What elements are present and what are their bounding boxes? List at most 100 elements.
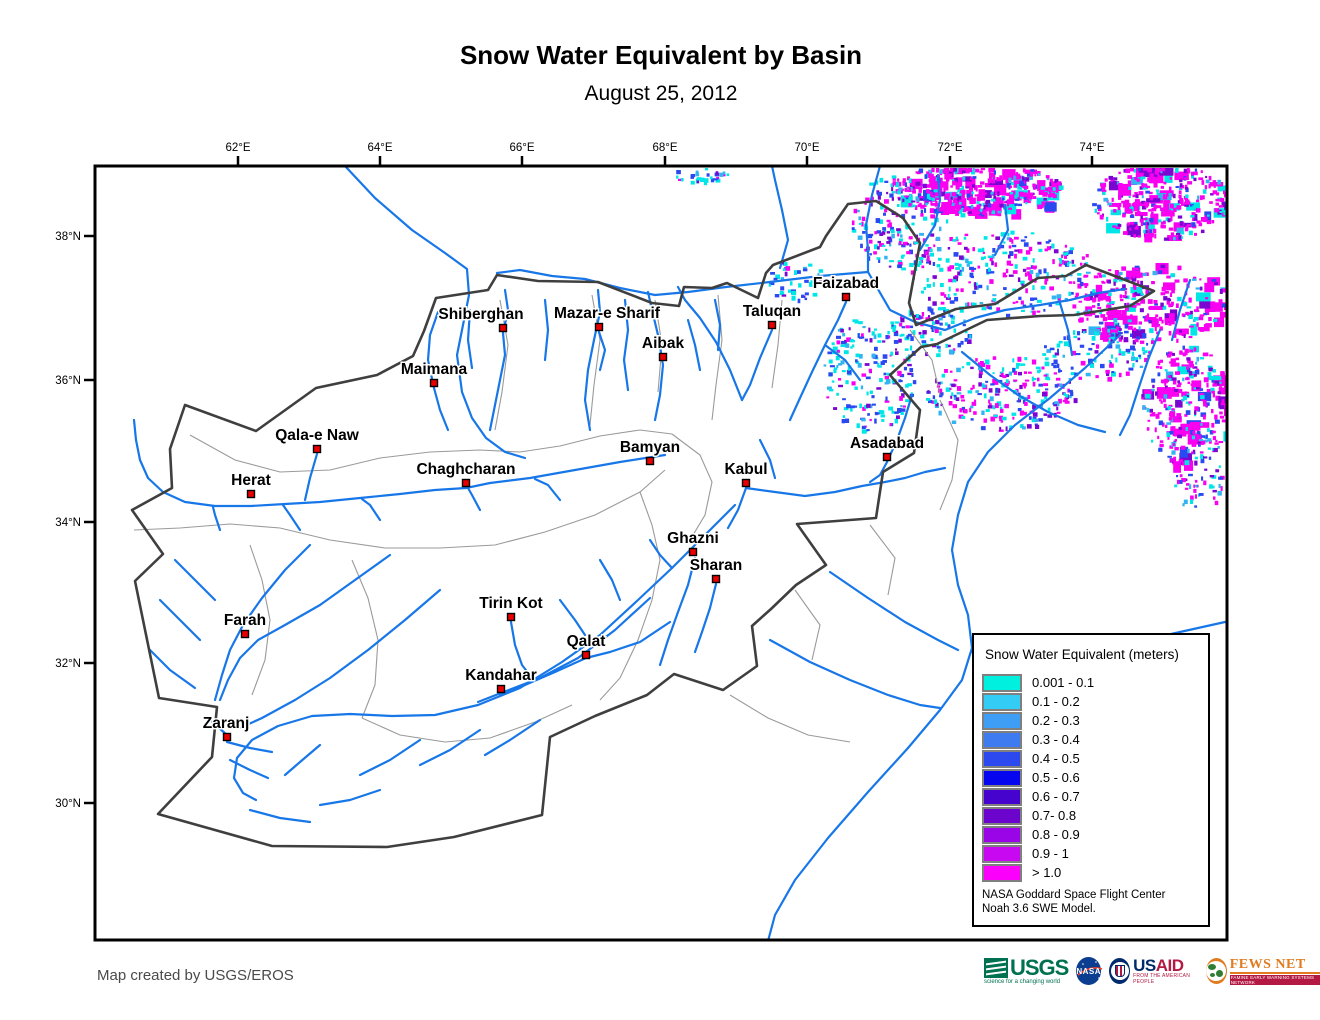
snow-pixel — [1189, 375, 1194, 379]
snow-pixel — [1159, 399, 1162, 402]
snow-pixel — [862, 231, 866, 234]
snow-pixel — [1212, 190, 1218, 195]
snow-pixel — [987, 267, 991, 272]
snow-pixel — [1125, 371, 1130, 376]
snow-pixel — [1094, 331, 1099, 336]
snow-pixel — [925, 202, 928, 206]
snow-pixel — [908, 187, 912, 193]
snow-pixel — [1160, 306, 1163, 310]
snow-pixel — [1012, 367, 1015, 373]
snow-pixel — [852, 319, 858, 323]
snow-pixel — [940, 381, 943, 385]
snow-pixel — [875, 218, 881, 223]
river — [158, 598, 202, 642]
snow-pixel — [924, 204, 927, 208]
snow-pixel — [1037, 204, 1042, 210]
snow-pixel — [956, 386, 962, 391]
snow-pixel — [1218, 476, 1223, 480]
snow-pixel — [1123, 231, 1128, 235]
snow-pixel — [1199, 195, 1205, 200]
river — [360, 497, 382, 522]
snow-pixel — [1014, 253, 1017, 259]
snow-pixel — [1022, 304, 1027, 307]
snow-pixel — [881, 419, 885, 422]
snow-pixel — [939, 207, 943, 212]
snow-pixel — [1131, 307, 1136, 311]
snow-pixel — [1192, 226, 1197, 229]
snow-pixel — [1169, 186, 1172, 191]
snow-pixel — [1219, 415, 1225, 419]
city-marker — [461, 478, 471, 488]
snow-pixel — [1094, 350, 1099, 354]
snow-pixel — [974, 185, 978, 190]
snow-pixel — [838, 384, 843, 388]
snow-pixel — [1133, 234, 1136, 238]
snow-pixel — [947, 247, 951, 250]
snow-pixel — [1132, 284, 1137, 288]
snow-pixel — [864, 338, 868, 342]
snow-pixel — [902, 405, 906, 408]
city-label: Asadabad — [850, 435, 924, 452]
snow-pixel — [934, 328, 939, 334]
snow-pixel — [924, 174, 928, 179]
snow-pixel — [1160, 224, 1164, 229]
snow-pixel — [1194, 232, 1197, 236]
snow-pixel — [1202, 456, 1208, 459]
snow-pixel — [848, 327, 851, 331]
river — [960, 350, 1107, 434]
legend-swatch — [982, 844, 1022, 863]
city-marker — [645, 456, 655, 466]
snow-pixel — [1022, 176, 1025, 181]
snow-pixel — [1150, 179, 1155, 184]
snow-pixel — [985, 207, 989, 212]
snow-pixel — [1005, 426, 1008, 432]
snow-pixel — [797, 270, 801, 274]
basin-boundary — [869, 524, 896, 596]
snow-pixel — [1107, 328, 1110, 333]
snow-pixel — [931, 189, 935, 193]
snow-pixel — [1189, 204, 1194, 207]
country-border-layer — [130, 199, 1156, 849]
snow-pixel — [999, 374, 1004, 377]
snow-pixel — [1053, 372, 1058, 375]
snow-pixel — [954, 194, 959, 197]
snow-pixel — [1115, 344, 1121, 349]
snow-pixel — [1184, 414, 1188, 417]
snow-pixel — [1183, 278, 1188, 283]
snow-pixel — [897, 371, 902, 376]
snow-pixel — [1029, 270, 1034, 275]
snow-pixel — [1028, 371, 1032, 374]
snow-pixel — [937, 388, 943, 393]
snow-pixel — [1146, 427, 1150, 431]
snow-pixel — [719, 172, 724, 177]
snow-pixel — [831, 342, 835, 346]
snow-pixel — [1038, 248, 1043, 253]
snow-pixel — [1147, 419, 1151, 422]
snow-pixel — [930, 202, 936, 206]
snow-pixel — [996, 177, 999, 182]
snow-pixel — [1221, 303, 1226, 308]
snow-pixel — [1100, 363, 1105, 369]
snow-pixel — [1101, 189, 1107, 192]
snow-pixel — [1178, 426, 1182, 430]
snow-pixel — [970, 418, 974, 421]
snow-pixel — [1021, 411, 1027, 416]
snow-pixel — [1175, 330, 1179, 335]
snow-pixel — [1170, 304, 1173, 307]
snow-pixel — [1119, 316, 1124, 321]
snow-pixel — [1102, 191, 1106, 196]
snow-pixel — [1056, 406, 1059, 411]
snow-pixel — [1124, 277, 1130, 280]
snow-pixel — [1201, 476, 1204, 481]
legend-item: 0.4 - 0.5 — [982, 749, 1094, 768]
snow-pixel — [1064, 400, 1070, 404]
snow-pixel — [935, 177, 938, 182]
snow-pixel — [1029, 198, 1032, 201]
snow-pixel — [978, 367, 981, 371]
snow-pixel — [955, 177, 963, 187]
basin-boundary — [909, 329, 941, 396]
snow-pixel — [1199, 314, 1205, 317]
snow-pixel — [983, 190, 992, 198]
snow-pixel — [1107, 329, 1118, 336]
snow-pixel — [900, 255, 904, 259]
